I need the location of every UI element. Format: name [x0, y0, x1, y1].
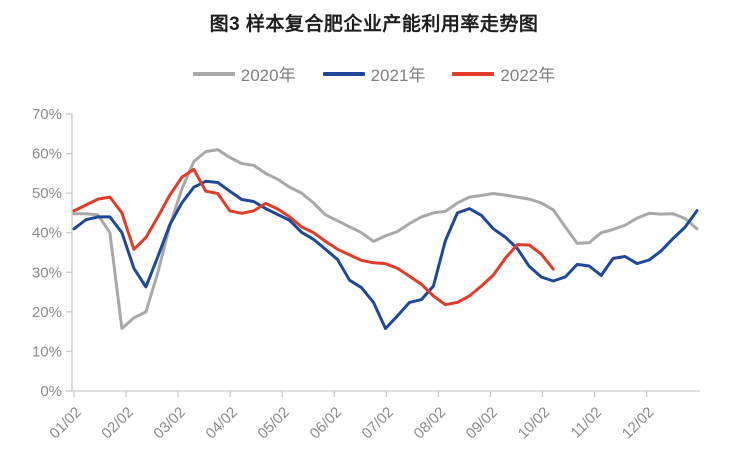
legend-swatch-2020 — [192, 71, 235, 76]
y-tick-label: 50% — [32, 185, 62, 202]
y-tick-label: 30% — [32, 264, 62, 281]
x-tick-label: 03/02 — [150, 404, 189, 443]
x-tick-label: 11/02 — [568, 404, 606, 442]
legend: 2020年 2021年 2022年 — [0, 61, 748, 86]
x-tick-label: 09/02 — [463, 404, 502, 443]
x-tick-label: 02/02 — [98, 404, 137, 443]
series-line-2022年 — [72, 167, 555, 307]
x-tick-label: 05/02 — [254, 404, 293, 443]
y-tick-label: 0% — [40, 383, 62, 400]
legend-item-2020: 2020年 — [192, 61, 296, 86]
legend-swatch-2021 — [322, 71, 365, 76]
x-tick-label: 10/02 — [515, 404, 554, 443]
x-tick-label: 06/02 — [307, 404, 346, 443]
legend-swatch-2022 — [452, 71, 495, 76]
legend-label-2022: 2022年 — [500, 66, 556, 85]
x-tick-label: 04/02 — [202, 404, 241, 443]
x-tick-label: 12/02 — [619, 404, 658, 443]
legend-label-2021: 2021年 — [370, 66, 426, 85]
x-tick-label: 08/02 — [411, 404, 450, 443]
y-tick-label: 20% — [32, 304, 62, 321]
legend-item-2022: 2022年 — [452, 61, 555, 86]
y-tick-label: 60% — [32, 146, 62, 163]
x-tick-label: 01/02 — [46, 404, 85, 443]
chart-title: 图3 样本复合肥企业产能利用率走势图 — [209, 14, 539, 35]
legend-item-2021: 2021年 — [322, 61, 426, 86]
legend-label-2020: 2020年 — [240, 66, 296, 85]
series-line-2021年 — [72, 179, 699, 330]
series-line-2020年 — [72, 148, 699, 330]
y-tick-label: 40% — [32, 225, 62, 242]
x-tick-label: 07/02 — [359, 404, 398, 443]
y-tick-label: 10% — [32, 343, 62, 360]
y-tick-label: 70% — [32, 106, 62, 123]
